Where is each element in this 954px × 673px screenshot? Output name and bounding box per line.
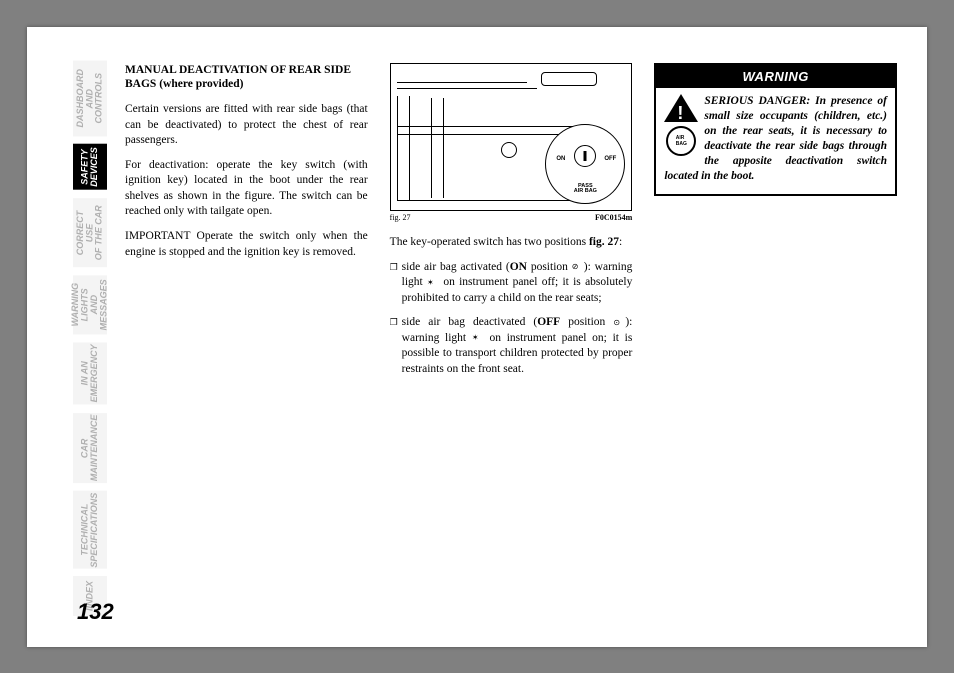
airbag-circle-icon: AIRBAG xyxy=(666,126,696,156)
tab-correct-use[interactable]: CORRECT USEOF THE CAR xyxy=(73,198,107,267)
column-1: MANUAL DEACTIVATION OF REAR SIDE BAGS (w… xyxy=(125,63,368,617)
tab-safety-devices[interactable]: SAFETYDEVICES xyxy=(73,144,107,190)
tab-warning-lights[interactable]: WARNINGLIGHTS ANDMESSAGES xyxy=(73,275,107,334)
figure-inset: ON OFF PASSAIR BAG xyxy=(545,124,625,204)
airbag-warning-icon: ✶ xyxy=(427,278,439,288)
warning-box: WARNING AIRBAG SERIOUS DANGER: In presen… xyxy=(654,63,897,196)
figure-caption: fig. 27 F0C0154m xyxy=(390,213,633,224)
page-content: MANUAL DEACTIVATION OF REAR SIDE BAGS (w… xyxy=(107,63,897,617)
figure-number: fig. 27 xyxy=(390,213,411,224)
column-3: WARNING AIRBAG SERIOUS DANGER: In presen… xyxy=(654,63,897,617)
airbag-warning-icon: ✶ xyxy=(472,333,484,343)
warning-icons: AIRBAG xyxy=(664,94,698,156)
paragraph: The key-operated switch has two position… xyxy=(390,235,633,251)
list-item: side air bag activated (ON position ⊘): … xyxy=(390,260,633,307)
tab-emergency[interactable]: IN ANEMERGENCY xyxy=(73,342,107,404)
page-number: 132 xyxy=(77,599,114,625)
tab-dashboard[interactable]: DASHBOARDAND CONTROLS xyxy=(73,61,107,137)
pass-airbag-label: PASSAIR BAG xyxy=(546,184,624,195)
paragraph: Certain versions are fitted with rear si… xyxy=(125,102,368,149)
tab-tech-specs[interactable]: TECHNICALSPECIFICATIONS xyxy=(73,491,107,569)
figure-27: ON OFF PASSAIR BAG xyxy=(390,63,633,211)
switch-off-icon: ⊙ xyxy=(613,318,625,328)
paragraph: IMPORTANT Operate the switch only when t… xyxy=(125,229,368,260)
section-heading: MANUAL DEACTIVATION OF REAR SIDE BAGS (w… xyxy=(125,63,368,93)
warning-body: AIRBAG SERIOUS DANGER: In presence of sm… xyxy=(656,88,895,194)
warning-triangle-icon xyxy=(664,94,698,122)
paragraph: For deactivation: operate the key switch… xyxy=(125,158,368,220)
switch-on-icon: ⊘ xyxy=(572,262,584,272)
figure-code: F0C0154m xyxy=(595,213,632,224)
tab-maintenance[interactable]: CARMAINTENANCE xyxy=(73,413,107,483)
manual-page: DASHBOARDAND CONTROLS SAFETYDEVICES CORR… xyxy=(27,27,927,647)
column-2: ON OFF PASSAIR BAG fig. 27 F0C0154m The … xyxy=(390,63,633,617)
list-item: side air bag deactivated (OFF position ⊙… xyxy=(390,315,633,377)
section-tabs: DASHBOARDAND CONTROLS SAFETYDEVICES CORR… xyxy=(47,61,107,617)
warning-title: WARNING xyxy=(656,65,895,89)
